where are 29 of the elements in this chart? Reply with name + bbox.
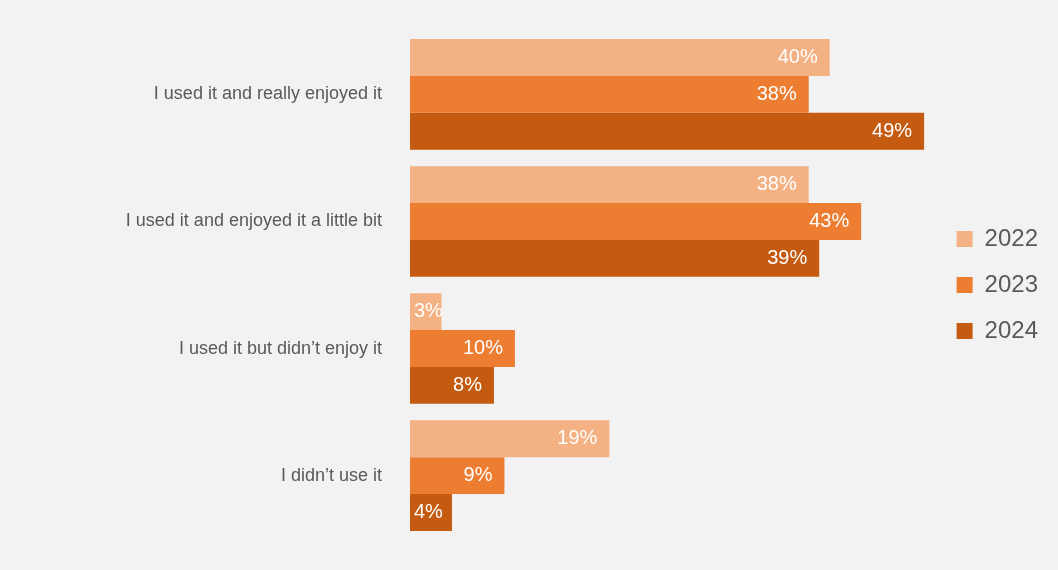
y-tick-label: I used it and enjoyed it a little bit xyxy=(125,210,382,231)
data-label: 10% xyxy=(462,336,504,359)
bar xyxy=(410,420,610,458)
data-label: 40% xyxy=(777,45,818,68)
legend-label: 2022 xyxy=(984,223,1038,251)
bar xyxy=(410,39,830,76)
data-label: 8% xyxy=(453,372,483,395)
data-label: 19% xyxy=(557,426,598,449)
data-label: 3% xyxy=(414,299,444,322)
bar xyxy=(410,112,925,150)
data-label: 38% xyxy=(756,172,797,195)
data-label: 9% xyxy=(463,463,493,486)
legend-label: 2024 xyxy=(984,315,1038,343)
bar xyxy=(410,203,862,240)
y-tick-label: I used it but didn’t enjoy it xyxy=(178,337,382,358)
legend-label: 2023 xyxy=(984,269,1038,297)
data-label: 4% xyxy=(414,500,444,523)
data-label: 39% xyxy=(767,245,808,268)
bar xyxy=(410,75,809,113)
y-tick-label: I used it and really enjoyed it xyxy=(153,83,382,104)
bar xyxy=(410,366,494,404)
bar xyxy=(410,457,505,495)
bar xyxy=(410,330,515,367)
data-label: 38% xyxy=(756,81,797,104)
data-label: 43% xyxy=(809,208,850,231)
data-label: 49% xyxy=(872,118,913,141)
bar xyxy=(410,239,820,277)
bar xyxy=(410,166,809,204)
y-tick-label: I didn’t use it xyxy=(280,464,382,485)
